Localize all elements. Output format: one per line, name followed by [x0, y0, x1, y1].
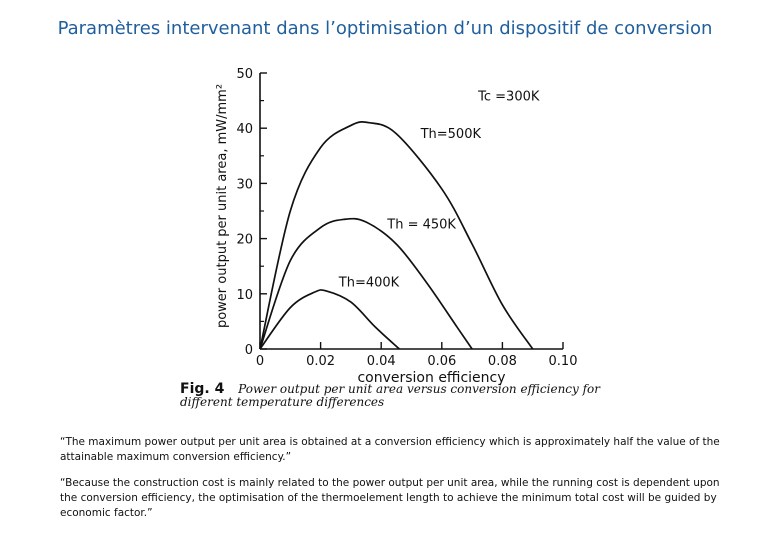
caption-line2: different temperature differences — [180, 395, 385, 409]
x-tick-label-0: 0 — [256, 354, 264, 369]
annotation-0: Tc =300K — [477, 90, 540, 105]
figure-label: Fig. 4 — [180, 381, 225, 397]
y-tick-label-20: 20 — [236, 233, 253, 248]
caption-line1: Power output per unit area versus conver… — [238, 382, 601, 396]
series-line-2 — [259, 289, 400, 350]
quote-max-power: “The maximum power output per unit area … — [60, 436, 720, 463]
annotation-2: Th = 450K — [386, 218, 456, 233]
series-line-1 — [259, 217, 473, 350]
figure-caption: Fig. 4 Power output per unit area versus… — [180, 381, 620, 409]
series-line-0 — [259, 121, 534, 350]
x-tick-label-0.04: 0.04 — [367, 354, 396, 369]
efficiency-chart: 0 10 20 30 40 50 0 0.02 0.04 0.06 0.08 0.10 conversi… — [215, 67, 578, 386]
annotation-1: Th=500K — [420, 127, 482, 142]
x-tick-label-0.08: 0.08 — [488, 354, 517, 369]
slide-title: Paramètres intervenant dans l’optimisati… — [57, 18, 713, 39]
y-tick-label-30: 30 — [236, 177, 253, 192]
quote-economic-factor: “Because the construction cost is mainly… — [60, 477, 720, 519]
y-tick-label-0: 0 — [245, 343, 253, 358]
x-tick-label-0.06: 0.06 — [427, 354, 456, 369]
y-tick-label-10: 10 — [236, 288, 253, 303]
x-axis-label: conversion efficiency — [357, 370, 505, 386]
x-tick-label-0.02: 0.02 — [306, 354, 335, 369]
y-tick-label-50: 50 — [236, 67, 253, 82]
y-axis-label: power output per unit area, mW/mm² — [215, 84, 230, 328]
y-tick-label-40: 40 — [236, 122, 253, 137]
x-tick-label-0.10: 0.10 — [549, 354, 578, 369]
annotation-3: Th=400K — [338, 276, 400, 291]
